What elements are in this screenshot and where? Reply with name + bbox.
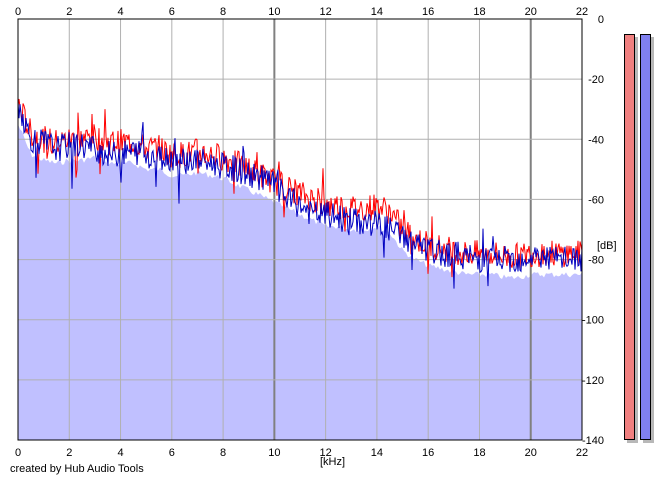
y-tick-label: -60 (588, 194, 604, 206)
x-tick-label-top: 10 (268, 6, 280, 18)
right-level-meter (640, 34, 651, 440)
y-tick-label: 0 (598, 14, 604, 26)
x-tick-label-top: 6 (169, 6, 175, 18)
y-tick-label: -80 (588, 255, 604, 267)
left-channel-series (17, 98, 583, 278)
left-level-meter (624, 34, 635, 440)
x-tick-label-top: 2 (66, 6, 72, 18)
x-tick-label-bottom: 22 (576, 447, 588, 459)
x-tick-label-bottom: 10 (268, 447, 280, 459)
x-tick-label-top: 8 (220, 6, 226, 18)
y-tick-label: -20 (588, 74, 604, 86)
x-tick-label-top: 22 (576, 6, 588, 18)
x-tick-label-bottom: 2 (66, 447, 72, 459)
x-tick-label-bottom: 12 (320, 447, 332, 459)
y-tick-label: -140 (582, 435, 604, 447)
x-tick-label-bottom: 6 (169, 447, 175, 459)
x-tick-label-bottom: 14 (371, 447, 383, 459)
x-tick-label-top: 18 (473, 6, 485, 18)
x-tick-label-bottom: 8 (220, 447, 226, 459)
y-tick-label: -120 (582, 375, 604, 387)
x-tick-label-bottom: 18 (473, 447, 485, 459)
x-tick-label-top: 16 (422, 6, 434, 18)
spectrum-fill-area (18, 124, 582, 440)
x-tick-label-bottom: 16 (422, 447, 434, 459)
credit-text: created by Hub Audio Tools (10, 463, 144, 475)
x-axis-unit-label: [kHz] (320, 456, 346, 468)
spectrum-fill-polygon (18, 124, 582, 440)
x-tick-label-bottom: 4 (117, 447, 123, 459)
right-channel-series (17, 102, 583, 289)
plot-frame (17, 18, 583, 441)
y-axis-unit-label: [dB] (597, 240, 617, 252)
y-tick-label: -40 (588, 134, 604, 146)
x-tick-label-top: 12 (320, 6, 332, 18)
x-tick-label-top: 4 (117, 6, 123, 18)
x-tick-label-top: 14 (371, 6, 383, 18)
x-tick-label-bottom: 20 (525, 447, 537, 459)
x-tick-label-top: 20 (525, 6, 537, 18)
x-tick-label-bottom: 0 (15, 447, 21, 459)
y-tick-label: -100 (582, 315, 604, 327)
axis-tick-labels: 002244668810101212141416161818202022220-… (15, 6, 604, 459)
x-tick-label-top: 0 (15, 6, 21, 18)
spectrum-series (17, 98, 583, 289)
